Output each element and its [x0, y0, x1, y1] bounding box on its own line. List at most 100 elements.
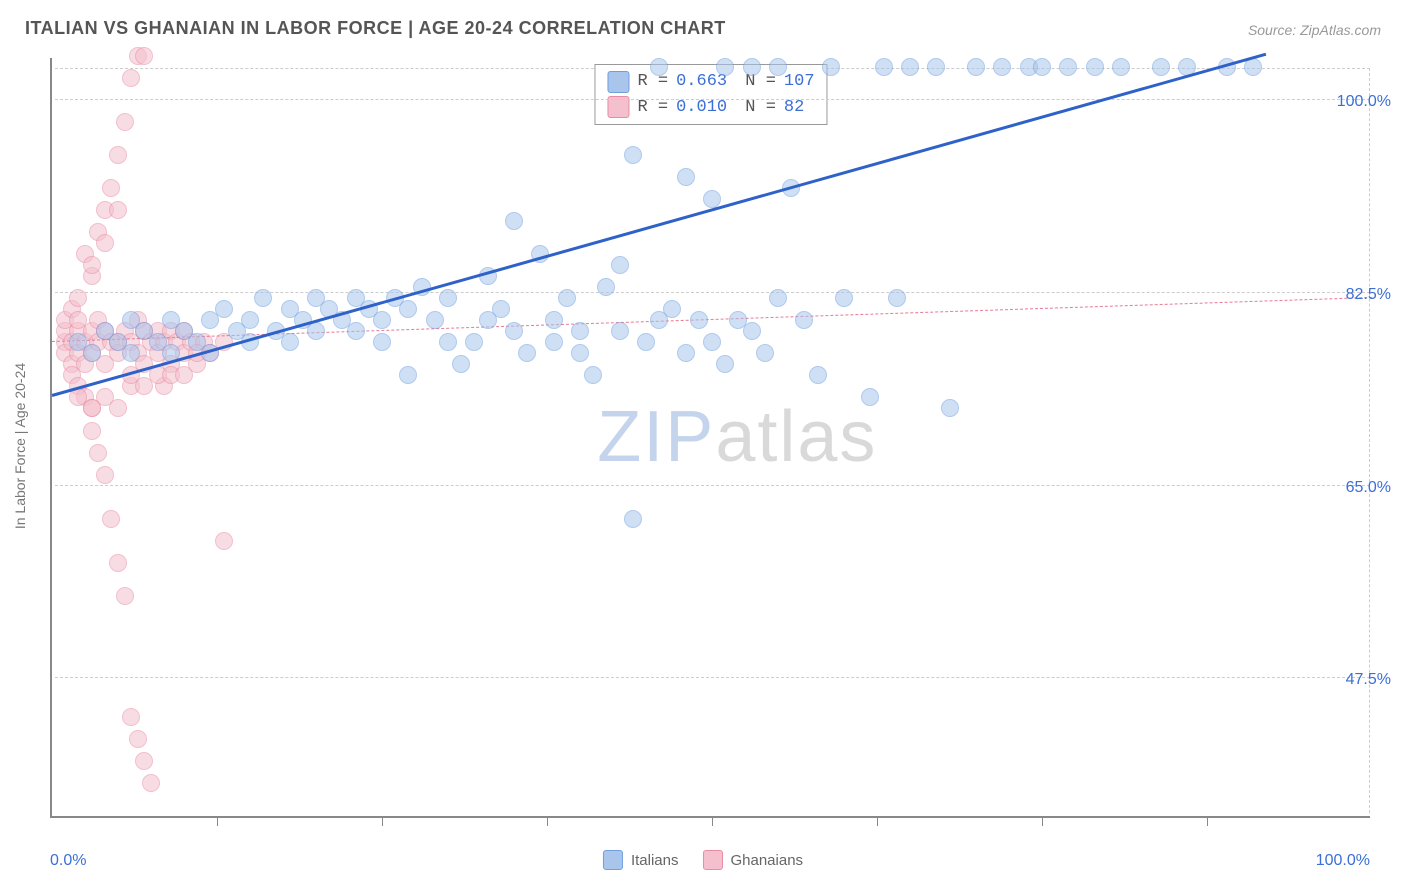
italians-point [597, 278, 615, 296]
italians-point [611, 322, 629, 340]
italians-point [1152, 58, 1170, 76]
italians-point [571, 344, 589, 362]
ghanaians-point [122, 708, 140, 726]
source-attribution: Source: ZipAtlas.com [1248, 22, 1381, 38]
ghanaians-point [135, 752, 153, 770]
ghanaians-point [129, 730, 147, 748]
italians-point [399, 300, 417, 318]
chart-container: ITALIAN VS GHANAIAN IN LABOR FORCE | AGE… [0, 0, 1406, 892]
x-axis-min-label: 0.0% [50, 852, 86, 870]
ghanaians-point [116, 113, 134, 131]
x-tick [382, 816, 383, 826]
italians-point [505, 322, 523, 340]
legend-swatch-italians [603, 850, 623, 870]
plot-area: ZIPatlas R = 0.663 N = 107 R = 0.010 N =… [50, 58, 1370, 818]
ghanaians-point [109, 201, 127, 219]
ghanaians-point [215, 532, 233, 550]
legend-item-italians: Italians [603, 850, 679, 870]
italians-point [452, 355, 470, 373]
gridline [55, 292, 1370, 293]
italians-point [861, 388, 879, 406]
italians-point [122, 344, 140, 362]
x-tick [1207, 816, 1208, 826]
y-tick-label: 100.0% [1337, 93, 1391, 111]
italians-point [439, 289, 457, 307]
italians-point [545, 333, 563, 351]
legend-label-italians: Italians [631, 852, 679, 869]
italians-point [373, 311, 391, 329]
italians-point [545, 311, 563, 329]
ghanaians-point [175, 366, 193, 384]
italians-point [624, 510, 642, 528]
italians-point [677, 344, 695, 362]
italians-point [241, 311, 259, 329]
legend-label-ghanaians: Ghanaians [730, 852, 803, 869]
ghanaians-point [102, 510, 120, 528]
chart-title: ITALIAN VS GHANAIAN IN LABOR FORCE | AGE… [25, 18, 726, 39]
italians-point [347, 322, 365, 340]
italians-point [795, 311, 813, 329]
italians-point [901, 58, 919, 76]
italians-point [426, 311, 444, 329]
italians-point [743, 322, 761, 340]
italians-point [677, 168, 695, 186]
stats-n-italians: 107 [784, 69, 815, 95]
italians-point [967, 58, 985, 76]
italians-point [505, 212, 523, 230]
italians-point [558, 289, 576, 307]
italians-point [743, 58, 761, 76]
y-axis-label: In Labor Force | Age 20-24 [12, 363, 28, 529]
ghanaians-point [122, 69, 140, 87]
x-tick [547, 816, 548, 826]
italians-point [993, 58, 1011, 76]
italians-point [927, 58, 945, 76]
italians-point [1086, 58, 1104, 76]
italians-point [399, 366, 417, 384]
italians-point [571, 322, 589, 340]
gridline [55, 677, 1370, 678]
x-tick [712, 816, 713, 826]
ghanaians-point [116, 587, 134, 605]
ghanaians-point [96, 234, 114, 252]
italians-point [518, 344, 536, 362]
italians-point [716, 355, 734, 373]
italians-point [215, 300, 233, 318]
italians-point [307, 322, 325, 340]
italians-point [584, 366, 602, 384]
italians-point [769, 289, 787, 307]
italians-point [439, 333, 457, 351]
italians-point [663, 300, 681, 318]
italians-point [703, 333, 721, 351]
legend-item-ghanaians: Ghanaians [702, 850, 803, 870]
ghanaians-point [135, 47, 153, 65]
italians-point [875, 58, 893, 76]
italians-point [281, 333, 299, 351]
italians-point [373, 333, 391, 351]
italians-point [822, 58, 840, 76]
italians-point [835, 289, 853, 307]
legend-swatch-ghanaians [702, 850, 722, 870]
ghanaians-point [83, 422, 101, 440]
y-tick-label: 47.5% [1346, 671, 1391, 689]
italians-point [756, 344, 774, 362]
italians-point [690, 311, 708, 329]
italians-point [624, 146, 642, 164]
italians-point [1059, 58, 1077, 76]
italians-point [637, 333, 655, 351]
italians-point [716, 58, 734, 76]
y-tick-label: 65.0% [1346, 479, 1391, 497]
italians-point [888, 289, 906, 307]
plot-border [55, 68, 1370, 813]
x-axis-max-label: 100.0% [1316, 852, 1370, 870]
bottom-legend: Italians Ghanaians [603, 850, 803, 870]
stats-swatch-italians [607, 71, 629, 93]
italians-point [809, 366, 827, 384]
ghanaians-point [89, 444, 107, 462]
x-tick [1042, 816, 1043, 826]
x-tick [217, 816, 218, 826]
ghanaians-point [96, 466, 114, 484]
ghanaians-point [109, 399, 127, 417]
italians-point [650, 58, 668, 76]
italians-point [769, 58, 787, 76]
italians-point [611, 256, 629, 274]
